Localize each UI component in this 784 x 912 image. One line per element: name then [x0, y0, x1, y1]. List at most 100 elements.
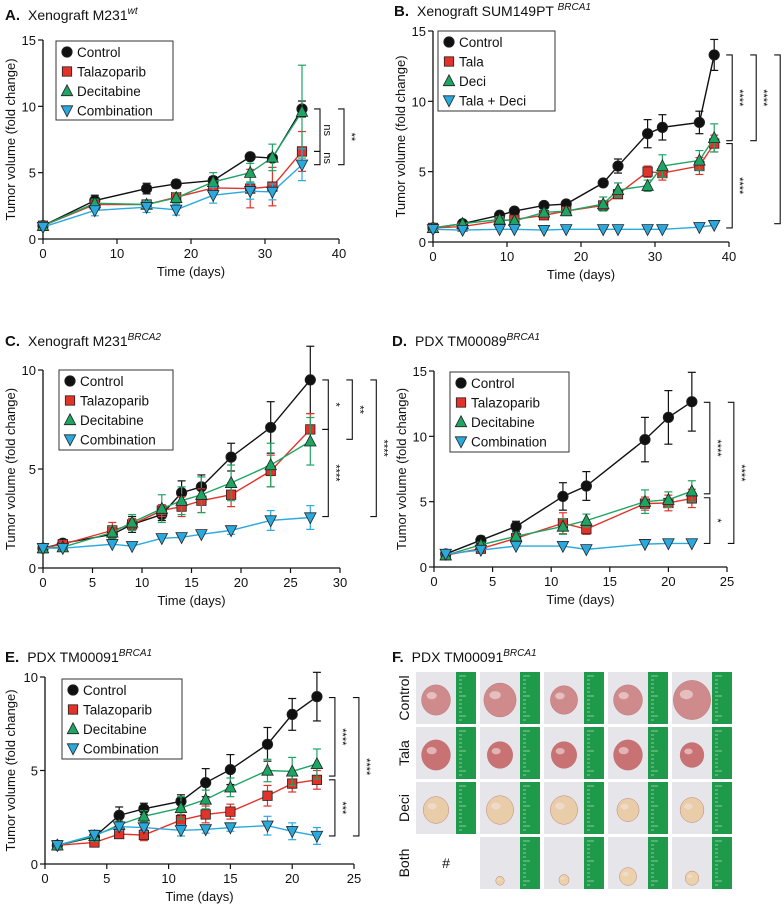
tumor-highlight: [491, 747, 501, 755]
series-combination: [36, 505, 317, 556]
chart-panel-a: A. Xenograft M231wt 0 10 20 30 40 0 5 10 15 Time (d…: [3, 6, 357, 279]
data-point: [112, 821, 126, 834]
y-tick-label: 0: [29, 561, 36, 576]
panel-label: A.: [5, 7, 20, 24]
data-point: [56, 543, 70, 556]
chart-panel-b: B. Xenograft SUM149PT BRCA1 0 10 20 30 40 0 5 10 1…: [393, 2, 784, 282]
significance-bracket: ****: [750, 54, 769, 142]
legend-box: [449, 371, 570, 453]
y-tick-label: 15: [413, 364, 427, 379]
bracket-line: [703, 401, 711, 495]
ruler: [520, 672, 540, 724]
y-axis-label: Tumor volume (fold change): [3, 388, 18, 550]
ruler: [584, 672, 604, 724]
tumor: [616, 798, 640, 822]
tumor-photo: [608, 727, 668, 779]
data-point: [556, 540, 570, 554]
legend: Control Talazoparib Decitabine Combination: [58, 369, 174, 451]
tumor-highlight: [622, 871, 629, 877]
data-point: [439, 548, 453, 561]
series-line: [432, 224, 715, 231]
data-point: [264, 515, 278, 528]
row-label: Tala: [396, 740, 412, 766]
significance-label: ****: [377, 440, 389, 458]
data-point: [656, 121, 669, 133]
x-tick-label: 30: [258, 246, 272, 261]
data-point: [579, 544, 593, 557]
y-tick-label: 15: [22, 33, 36, 48]
series-combination: [50, 815, 324, 853]
significance-label: ****: [711, 440, 723, 458]
data-point: [509, 540, 523, 554]
significance-label: **: [353, 405, 365, 414]
significance-label: ****: [733, 177, 745, 195]
tumor-photo: [480, 837, 540, 889]
tumor: [495, 876, 505, 886]
series-tala: [427, 134, 720, 234]
series-line: [42, 440, 311, 549]
x-tick-label: 10: [161, 871, 175, 886]
legend-marker: [454, 436, 468, 449]
tumor-photo: [480, 782, 540, 834]
significance-bracket: ****: [703, 401, 723, 495]
panel-label: C.: [5, 333, 20, 350]
series-line: [43, 516, 311, 549]
panel-title: A. Xenograft M231wt: [5, 6, 139, 24]
panel-title-text: Xenograft SUM149PT: [417, 3, 558, 19]
data-point: [641, 128, 654, 140]
legend-box: [58, 369, 174, 451]
tumor-highlight: [560, 877, 565, 880]
x-tick-label: 20: [184, 246, 198, 261]
tumor-highlight: [618, 692, 629, 700]
data-point: [224, 822, 237, 835]
x-tick-label: 0: [429, 249, 436, 264]
legend: Control Talazoparib Decitabine Combination: [61, 678, 183, 760]
chart-panel-e: E. PDX TM00091BRCA1 0 5 10 15 20 25 0 5 10 Time (da…: [3, 648, 372, 904]
data-point: [224, 525, 238, 538]
significance-bracket: ***: [328, 779, 348, 837]
bracket-line: [322, 379, 329, 430]
data-point: [611, 224, 625, 237]
legend-label: Control: [77, 45, 121, 60]
panel-title-text: Xenograft M231: [28, 333, 128, 349]
data-point: [707, 130, 721, 144]
data-point: [556, 519, 570, 532]
row-label: Control: [396, 675, 412, 720]
significance-label: ****: [360, 758, 372, 776]
legend-label: Combination: [80, 433, 156, 448]
data-point: [175, 493, 188, 506]
data-point: [206, 190, 220, 203]
tumor-highlight: [684, 748, 693, 755]
series-line: [42, 379, 311, 549]
significance-bracket: ****: [322, 428, 341, 518]
data-point: [693, 222, 706, 235]
legend-label: Tala + Deci: [459, 94, 526, 109]
significance-label: *: [329, 403, 341, 408]
bracket-line: [370, 379, 377, 518]
x-axis-label: Time (days): [547, 267, 615, 282]
legend-box: [55, 40, 174, 121]
tumor-photo: [416, 672, 476, 724]
tumor-photo: [672, 727, 732, 779]
panel-title: E. PDX TM00091BRCA1: [5, 648, 152, 666]
tumor-photo: [608, 672, 668, 724]
tumor-highlight: [497, 878, 501, 881]
tumor-highlight: [489, 691, 501, 700]
x-tick-label: 10: [110, 246, 124, 261]
bracket-line: [352, 697, 360, 837]
legend-label: Tala: [459, 55, 484, 70]
x-tick-label: 20: [574, 249, 588, 264]
data-point: [426, 224, 440, 237]
significance-label: ****: [329, 464, 341, 482]
panel-title: D. PDX TM00089BRCA1: [392, 332, 540, 350]
tumor-photo: [672, 672, 732, 724]
ruler: [456, 727, 476, 779]
tumor: [613, 684, 643, 716]
x-tick-label: 40: [332, 246, 346, 261]
legend-marker: [63, 412, 77, 426]
tumor: [619, 867, 637, 886]
data-point: [559, 224, 573, 237]
tumor-photo: [544, 837, 604, 889]
data-point: [155, 501, 169, 514]
data-point: [579, 513, 593, 526]
